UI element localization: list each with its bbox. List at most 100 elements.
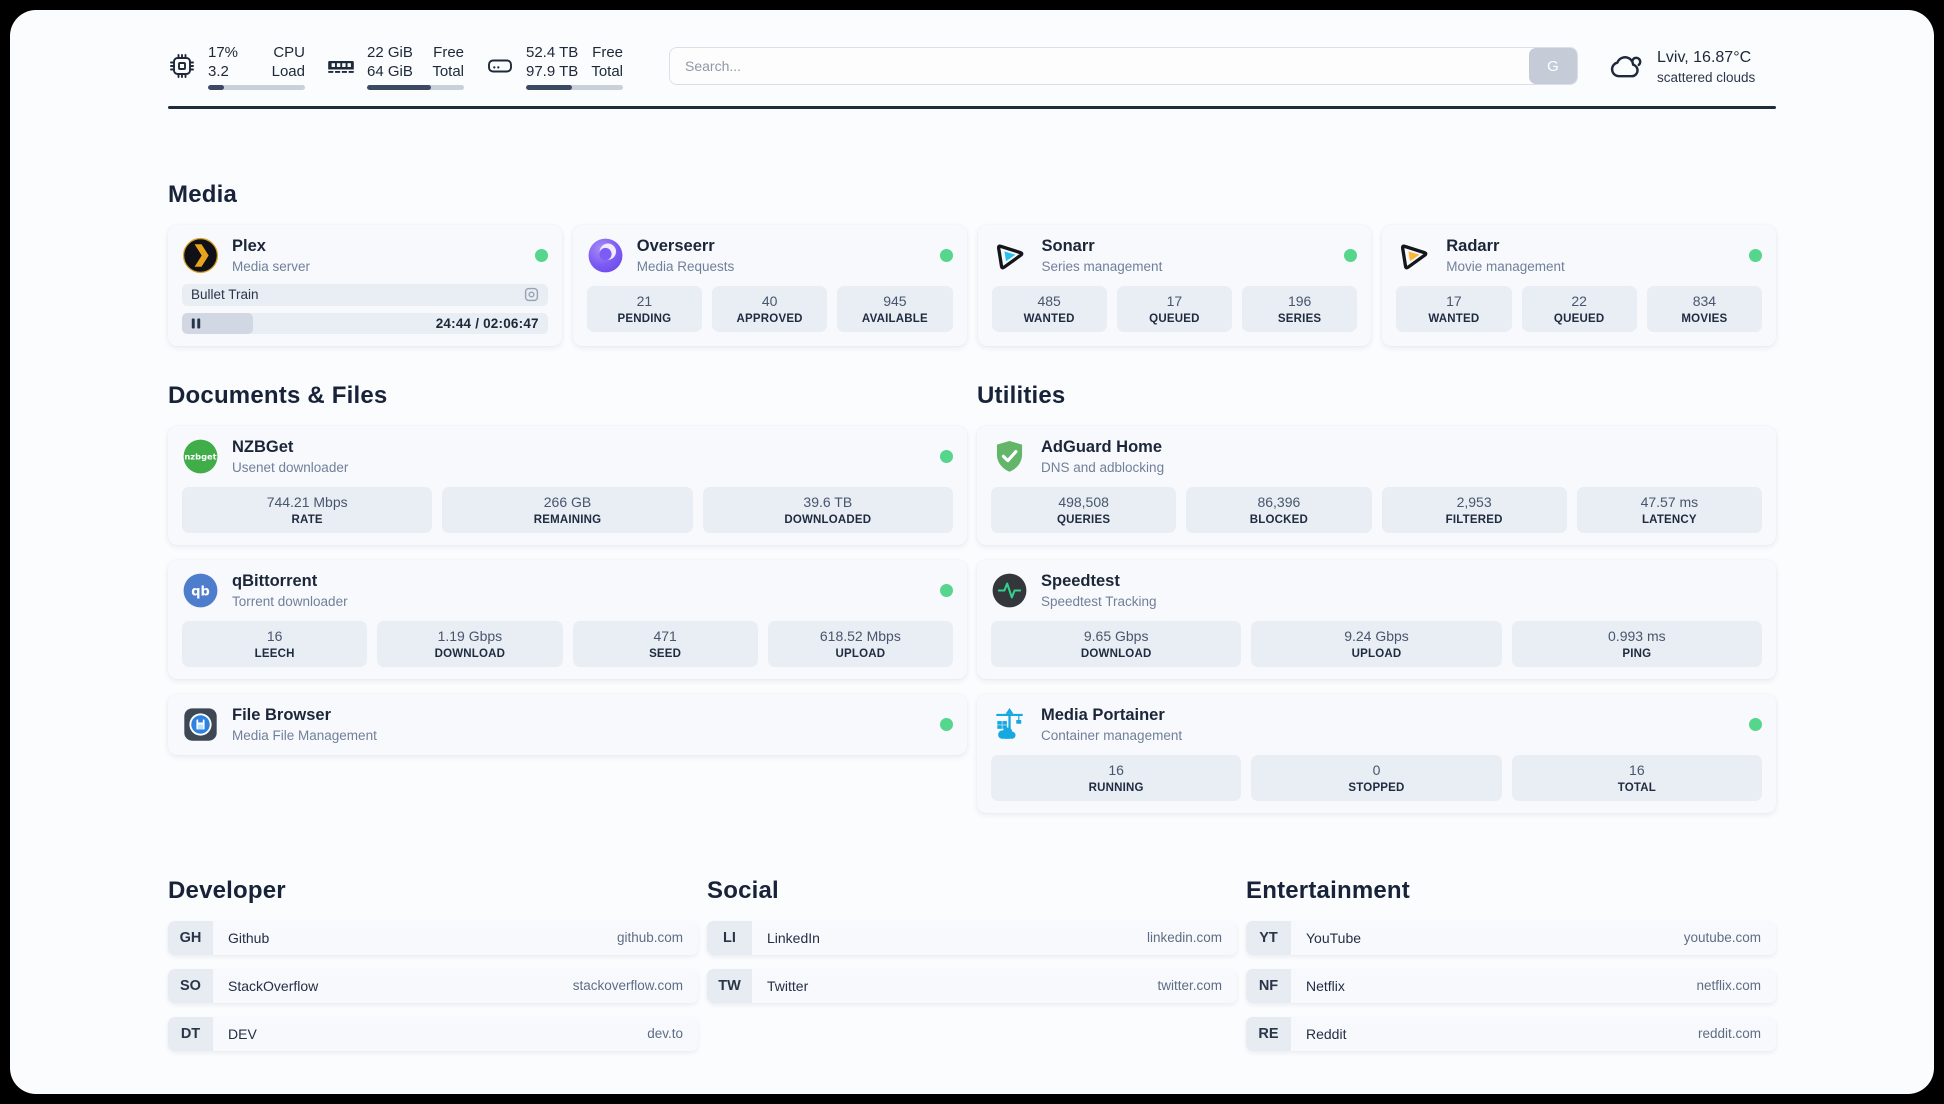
bookmark-url: linkedin.com (1146, 930, 1222, 945)
bookmark-stackoverflow[interactable]: SO StackOverflow stackoverflow.com (168, 968, 698, 1003)
stat-filtered: 2,953 FILTERED (1381, 486, 1567, 533)
card-text: Overseerr Media Requests (637, 237, 735, 274)
stat-blocked: 86,396 BLOCKED (1186, 486, 1372, 533)
card-text: Sonarr Series management (1042, 237, 1163, 274)
stat-available: 945 AVAILABLE (837, 285, 953, 332)
bookmark-linkedin[interactable]: LI LinkedIn linkedin.com (707, 920, 1237, 955)
memory-progress-bar (367, 84, 464, 90)
svg-text:nzbget: nzbget (184, 451, 216, 461)
service-card-nzbget[interactable]: nzbget NZBGet Usenet downloader 744.21 M… (168, 425, 967, 545)
playback-progress-fill (182, 312, 254, 334)
card-text: qBittorrent Torrent downloader (232, 572, 348, 609)
status-dot (534, 248, 548, 262)
disk-stats: 52.4 TB Free 97.9 TB Total (526, 43, 623, 90)
bookmark-name: StackOverflow (228, 977, 319, 994)
section-media: Media Plex Media server Bullet Train (168, 181, 1776, 346)
card-subtitle: Usenet downloader (232, 459, 349, 475)
bookmark-abbr: YT (1246, 920, 1291, 955)
stat-ping: 0.993 ms PING (1511, 620, 1762, 667)
expand-view-icon[interactable] (524, 287, 539, 302)
disk-total-label: Total (591, 62, 623, 80)
memory-total-value: 64 GiB (367, 62, 413, 80)
card-text: NZBGet Usenet downloader (232, 438, 348, 475)
stat-wanted: 485 WANTED (991, 285, 1107, 332)
cloud-icon (1610, 55, 1642, 77)
stat-total: 16 TOTAL (1511, 754, 1762, 801)
bookmark-github[interactable]: GH Github github.com (168, 920, 698, 955)
card-text: File Browser Media File Management (232, 706, 377, 743)
stat-upload: 618.52 Mbps UPLOAD (767, 620, 953, 667)
cpu-load-value: 3.2 (208, 62, 229, 80)
bookmark-twitter[interactable]: TW Twitter twitter.com (707, 968, 1237, 1003)
section-social: Social LI LinkedIn linkedin.com TW Twitt… (707, 877, 1237, 1051)
stat-pending: 21 PENDING (586, 285, 702, 332)
bookmark-url: stackoverflow.com (572, 978, 683, 993)
card-title: Speedtest (1041, 571, 1120, 590)
card-subtitle: Movie management (1446, 258, 1565, 274)
search-provider-button[interactable]: G (1529, 48, 1577, 84)
stat-row: 744.21 Mbps RATE 266 GB REMAINING 39.6 TB D… (182, 486, 953, 533)
search-input[interactable] (669, 47, 1578, 85)
pause-icon (191, 317, 201, 329)
disk-total-value: 97.9 TB (526, 62, 579, 80)
stat-stopped: 0 STOPPED (1251, 754, 1502, 801)
memory-progress-fill (367, 84, 432, 90)
status-dot (1344, 248, 1358, 262)
card-subtitle: DNS and adblocking (1041, 459, 1165, 475)
memory-total-label: Total (432, 62, 464, 80)
bookmark-dev[interactable]: DT DEV dev.to (168, 1016, 698, 1051)
cpu-resource-widget: 17% CPU 3.2 Load (168, 43, 305, 90)
bookmark-reddit[interactable]: RE Reddit reddit.com (1246, 1016, 1776, 1051)
service-card-speedtest[interactable]: Speedtest Speedtest Tracking 9.65 Gbps DO… (977, 559, 1776, 679)
header-divider (168, 106, 1776, 109)
card-title: File Browser (232, 705, 332, 724)
service-card-plex[interactable]: Plex Media server Bullet Train 24:44 / 0 (168, 224, 562, 346)
stat-queued: 22 QUEUED (1521, 285, 1637, 332)
service-card-filebrowser[interactable]: File Browser Media File Management (168, 693, 967, 755)
portainer-icon (996, 707, 1023, 739)
card-title: NZBGet (232, 437, 294, 456)
filebrowser-icon (184, 707, 217, 741)
service-card-radarr[interactable]: Radarr Movie management 17 WANTED 22 QUEUE… (1382, 224, 1776, 346)
now-playing-row: Bullet Train (182, 283, 548, 306)
bookmark-netflix[interactable]: NF Netflix netflix.com (1246, 968, 1776, 1003)
stat-row: 498,508 QUERIES 86,396 BLOCKED 2,953 FILTER… (991, 486, 1762, 533)
service-card-portainer[interactable]: Media Portainer Container management 16 R… (977, 693, 1776, 813)
bookmark-url: twitter.com (1157, 978, 1222, 993)
stat-queries: 498,508 QUERIES (991, 486, 1177, 533)
service-card-qbittorrent[interactable]: qb qBittorrent Torrent downloader 16 LEEC… (168, 559, 967, 679)
stat-row: 9.65 Gbps DOWNLOAD 9.24 Gbps UPLOAD 0.993 … (991, 620, 1762, 667)
service-card-adguard[interactable]: AdGuard Home DNS and adblocking 498,508 Q… (977, 425, 1776, 545)
search-box: G (669, 47, 1578, 85)
disk-icon (488, 59, 512, 73)
stat-rate: 744.21 Mbps RATE (182, 486, 433, 533)
status-dot (940, 583, 953, 597)
card-subtitle: Speedtest Tracking (1041, 593, 1157, 609)
stat-running: 16 RUNNING (991, 754, 1242, 801)
status-dot (1749, 248, 1762, 262)
bookmark-youtube[interactable]: YT YouTube youtube.com (1246, 920, 1776, 955)
section-entertainment: Entertainment YT YouTube youtube.com NF … (1246, 877, 1776, 1051)
stat-queued: 17 QUEUED (1116, 285, 1232, 332)
stat-seed: 471 SEED (572, 620, 758, 667)
stat-row: 16 RUNNING 0 STOPPED 16 TOTAL (991, 754, 1762, 801)
card-title: Overseerr (636, 236, 715, 255)
bookmark-name: YouTube (1306, 929, 1362, 946)
stat-downloaded: 39.6 TB DOWNLOADED (702, 486, 953, 533)
bookmark-url: youtube.com (1683, 930, 1761, 945)
bookmark-abbr: LI (707, 920, 752, 955)
status-dot (1749, 717, 1762, 731)
top-bar: 17% CPU 3.2 Load 22 GiB Free 64 GiB Total (168, 38, 1776, 94)
stat-latency: 47.57 ms LATENCY (1576, 486, 1762, 533)
playback-progress-bar: 24:44 / 02:06:47 (182, 312, 548, 334)
svg-text:qb: qb (191, 584, 210, 599)
bookmark-name: Reddit (1306, 1025, 1347, 1042)
qbittorrent-icon: qb (183, 573, 218, 607)
dashboard-page: 17% CPU 3.2 Load 22 GiB Free 64 GiB Total (10, 10, 1934, 1094)
service-card-sonarr[interactable]: Sonarr Series management 485 WANTED 17 QUE… (977, 224, 1372, 346)
section-heading-documents: Documents & Files (168, 381, 388, 409)
service-card-overseerr[interactable]: Overseerr Media Requests 21 PENDING 40 APP… (572, 224, 967, 346)
card-subtitle: Media File Management (232, 727, 377, 743)
card-text: Media Portainer Container management (1041, 706, 1182, 743)
